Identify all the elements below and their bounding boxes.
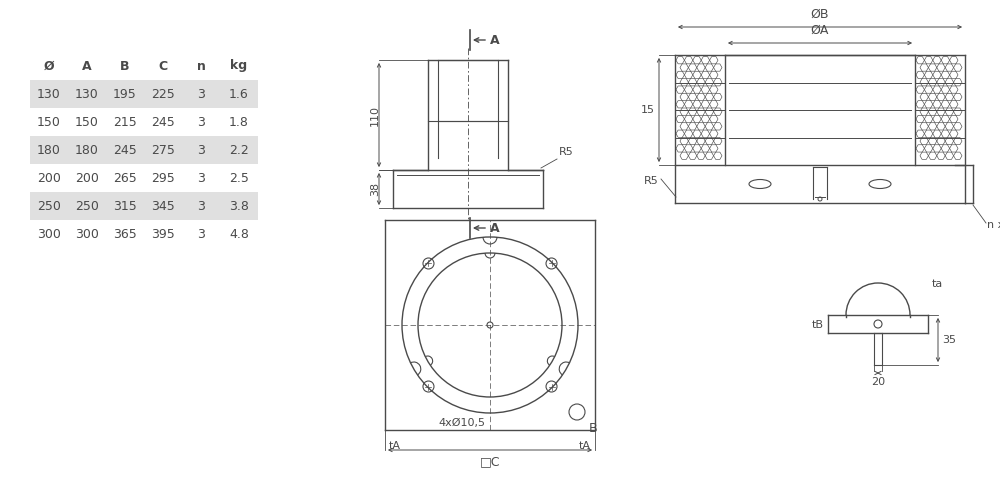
Bar [30,80,258,108]
Text: A: A [490,222,500,234]
Text: 200: 200 [75,172,99,184]
Text: ØA: ØA [811,24,829,37]
Text: A: A [490,34,500,46]
Text: 3.8: 3.8 [229,200,249,212]
Text: 3: 3 [197,88,205,101]
Text: R5: R5 [559,147,574,157]
Text: 130: 130 [37,88,61,101]
Text: B: B [589,422,598,435]
Text: tB: tB [812,320,824,330]
Text: 315: 315 [113,200,137,212]
Text: 3: 3 [197,116,205,128]
Text: 225: 225 [151,88,175,101]
Text: 1.8: 1.8 [229,116,249,128]
Text: kg: kg [230,60,248,72]
Text: tA: tA [389,441,401,451]
Text: □C: □C [480,455,500,468]
Text: n x LL 11x30: n x LL 11x30 [987,220,1000,230]
Ellipse shape [869,180,891,188]
Text: 295: 295 [151,172,175,184]
Text: 275: 275 [151,144,175,156]
Text: 1.6: 1.6 [229,88,249,101]
Text: B: B [120,60,130,72]
Text: 20: 20 [871,377,885,387]
Text: 2.2: 2.2 [229,144,249,156]
Text: 365: 365 [113,228,137,240]
Text: R5: R5 [644,176,659,186]
Text: 4xØ10,5: 4xØ10,5 [438,418,486,428]
Text: n: n [197,60,205,72]
Text: 2.5: 2.5 [229,172,249,184]
Bar [30,136,258,164]
Text: A: A [82,60,92,72]
Text: 345: 345 [151,200,175,212]
Text: 3: 3 [197,172,205,184]
Bar [30,192,258,220]
Text: 35: 35 [942,335,956,345]
Text: 215: 215 [113,116,137,128]
Text: 180: 180 [75,144,99,156]
Text: 200: 200 [37,172,61,184]
Text: 265: 265 [113,172,137,184]
Text: 245: 245 [113,144,137,156]
Text: 15: 15 [641,105,655,115]
Text: 250: 250 [37,200,61,212]
Text: ta: ta [932,279,943,289]
Text: 300: 300 [75,228,99,240]
Text: 3: 3 [197,144,205,156]
Text: 180: 180 [37,144,61,156]
Text: 195: 195 [113,88,137,101]
Text: 150: 150 [75,116,99,128]
Text: 3: 3 [197,228,205,240]
Text: ØB: ØB [811,8,829,21]
Text: C: C [158,60,168,72]
Ellipse shape [749,180,771,188]
Text: 4.8: 4.8 [229,228,249,240]
Text: 395: 395 [151,228,175,240]
Text: tA: tA [579,441,591,451]
Text: Ø: Ø [44,60,54,72]
Text: 110: 110 [370,104,380,126]
Text: 250: 250 [75,200,99,212]
Text: 3: 3 [197,200,205,212]
Text: 245: 245 [151,116,175,128]
Text: 150: 150 [37,116,61,128]
Text: 130: 130 [75,88,99,101]
Text: 300: 300 [37,228,61,240]
Text: 38: 38 [370,182,380,196]
